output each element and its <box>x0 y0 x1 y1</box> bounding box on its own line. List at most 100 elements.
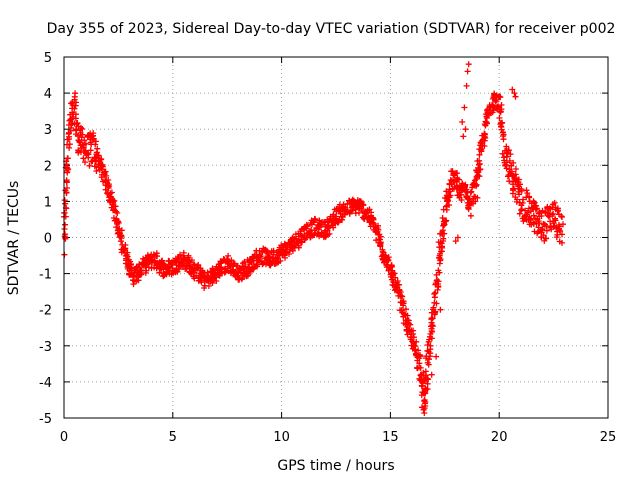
data-point <box>123 251 130 258</box>
data-point <box>512 93 519 100</box>
data-point <box>434 286 441 293</box>
data-point <box>377 242 384 249</box>
data-point <box>312 216 319 223</box>
data-point <box>496 115 503 121</box>
data-point <box>428 316 435 323</box>
data-point <box>95 152 102 159</box>
data-point <box>524 190 531 197</box>
data-point <box>558 213 565 220</box>
data-point <box>359 201 365 208</box>
data-point <box>233 270 240 277</box>
data-point <box>303 221 310 228</box>
data-point <box>205 283 212 289</box>
data-point <box>533 205 540 212</box>
data-point <box>476 161 482 168</box>
data-point <box>525 209 531 216</box>
data-point <box>503 165 510 172</box>
x-axis-label: GPS time / hours <box>277 458 394 474</box>
x-tick-label: 10 <box>273 430 290 445</box>
data-point <box>257 253 264 260</box>
data-point <box>436 260 443 267</box>
data-point <box>416 355 423 362</box>
data-point <box>559 214 565 220</box>
data-point <box>425 376 431 383</box>
data-point <box>156 269 163 276</box>
grid-lines <box>64 57 608 418</box>
data-point <box>473 181 480 188</box>
data-point <box>512 171 519 178</box>
data-point <box>556 223 563 230</box>
data-point <box>201 285 208 291</box>
data-point <box>510 159 517 166</box>
data-point <box>484 120 490 127</box>
data-point <box>513 198 520 205</box>
y-tick-label: 5 <box>44 51 52 66</box>
y-tick-label: -3 <box>39 340 52 355</box>
data-point <box>82 159 88 166</box>
data-point <box>64 155 71 162</box>
data-point <box>497 108 504 115</box>
data-point <box>103 172 110 179</box>
data-point <box>526 193 532 200</box>
data-point <box>108 189 115 196</box>
data-point <box>247 268 254 275</box>
data-point <box>530 198 537 205</box>
data-point <box>66 144 73 151</box>
data-point <box>89 133 96 139</box>
data-point <box>67 127 74 134</box>
data-point <box>176 266 183 273</box>
data-point <box>98 174 105 181</box>
y-tick-label: -1 <box>39 268 52 283</box>
data-point <box>403 306 409 313</box>
data-point <box>92 138 99 145</box>
data-point <box>511 90 518 97</box>
data-point <box>553 234 560 241</box>
data-point <box>421 398 428 404</box>
data-point <box>458 197 465 203</box>
data-point <box>412 343 419 350</box>
data-point <box>181 255 188 262</box>
data-point <box>523 187 530 194</box>
data-point <box>145 264 152 271</box>
data-point <box>78 124 84 131</box>
data-point <box>79 131 86 138</box>
data-point <box>127 264 134 271</box>
y-tick-label: -2 <box>39 304 52 319</box>
data-point <box>166 267 173 274</box>
data-point <box>473 167 480 174</box>
data-point <box>481 133 488 140</box>
data-point <box>434 277 441 283</box>
data-point <box>217 258 224 265</box>
data-point <box>80 155 87 162</box>
data-point <box>505 147 512 154</box>
data-point <box>426 356 432 363</box>
data-point <box>454 170 461 177</box>
data-point <box>66 141 73 148</box>
x-tick-label: 25 <box>600 430 617 445</box>
data-point <box>91 154 98 161</box>
data-point <box>445 189 452 195</box>
data-point <box>422 403 429 409</box>
data-point <box>516 191 523 198</box>
data-point <box>540 232 547 239</box>
data-point <box>530 212 537 219</box>
data-point <box>375 226 382 233</box>
data-series-sdtvar <box>61 61 566 416</box>
data-point <box>265 250 272 257</box>
data-point <box>486 110 493 117</box>
data-point <box>478 142 485 149</box>
data-point <box>460 133 467 140</box>
data-point <box>368 209 375 216</box>
y-tick-label: -4 <box>39 376 52 391</box>
data-point <box>554 207 561 214</box>
data-point <box>499 119 506 126</box>
data-point <box>447 192 454 199</box>
data-point <box>538 213 545 219</box>
x-tick-label: 15 <box>382 430 399 445</box>
data-point <box>398 293 405 300</box>
data-point <box>188 257 195 264</box>
data-point <box>87 139 94 146</box>
data-point <box>507 151 514 158</box>
data-point <box>325 223 332 230</box>
data-point <box>304 223 311 230</box>
